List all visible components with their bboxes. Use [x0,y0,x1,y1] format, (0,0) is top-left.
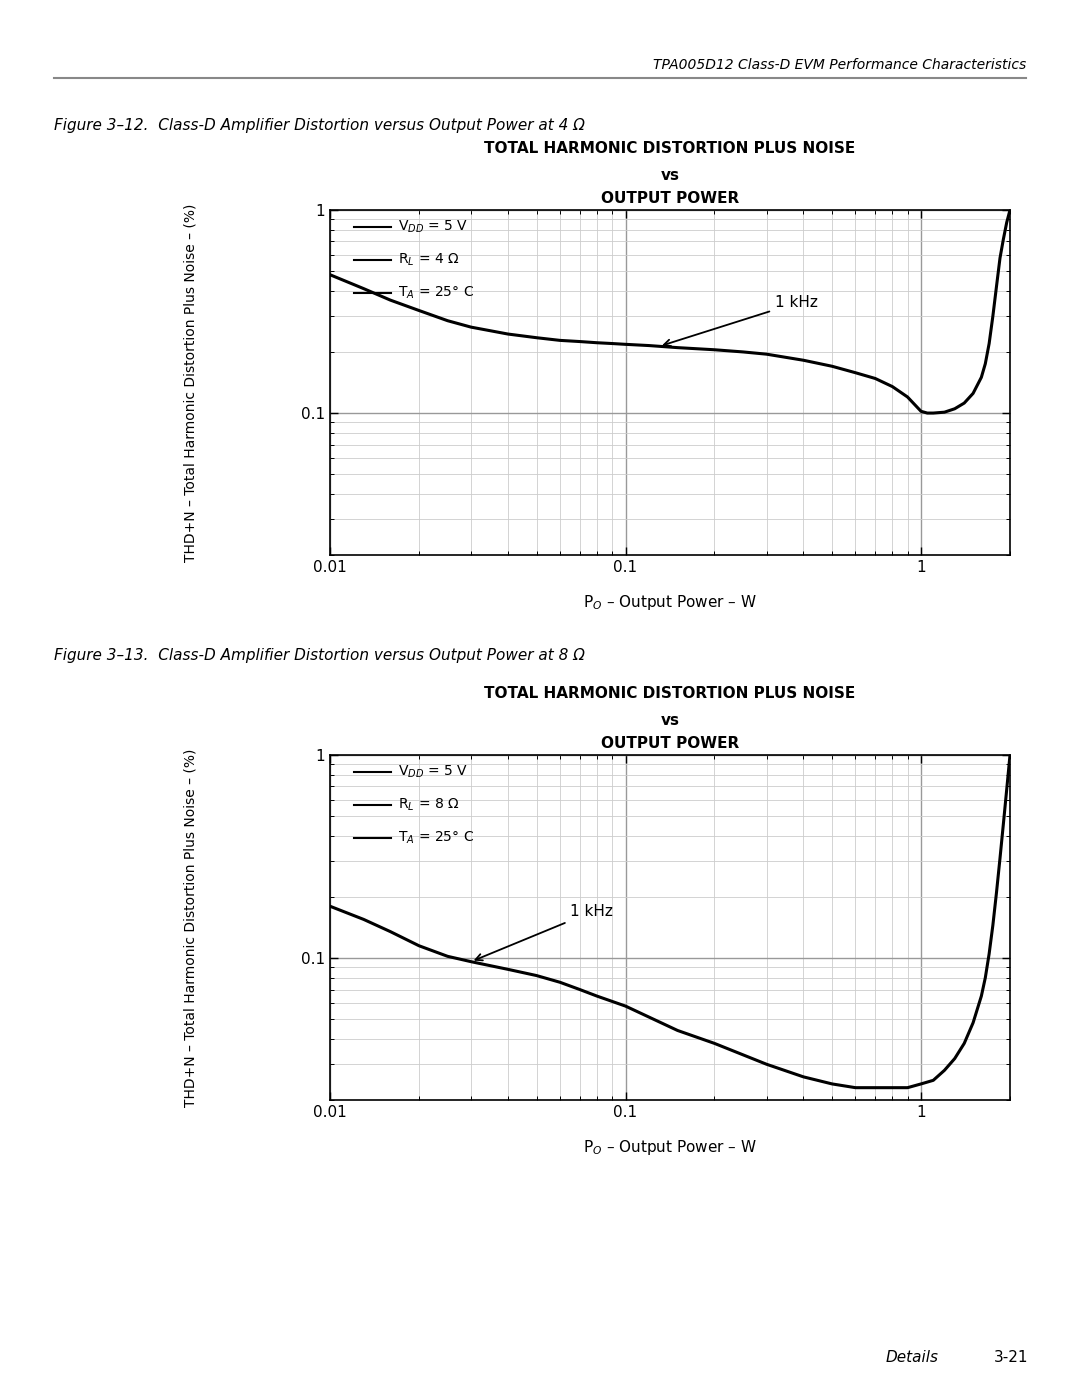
Text: V$_{DD}$ = 5 V: V$_{DD}$ = 5 V [399,219,468,236]
Text: TOTAL HARMONIC DISTORTION PLUS NOISE: TOTAL HARMONIC DISTORTION PLUS NOISE [484,141,855,156]
Text: V$_{DD}$ = 5 V: V$_{DD}$ = 5 V [399,764,468,781]
Text: THD+N – Total Harmonic Distortion Plus Noise – (%): THD+N – Total Harmonic Distortion Plus N… [183,749,197,1106]
Text: P$_O$ – Output Power – W: P$_O$ – Output Power – W [583,592,757,612]
Text: T$_A$ = 25° C: T$_A$ = 25° C [399,830,474,847]
Text: Figure 3–13.  Class-D Amplifier Distortion versus Output Power at 8 Ω: Figure 3–13. Class-D Amplifier Distortio… [54,648,585,664]
Text: OUTPUT POWER: OUTPUT POWER [600,191,739,207]
Text: TOTAL HARMONIC DISTORTION PLUS NOISE: TOTAL HARMONIC DISTORTION PLUS NOISE [484,686,855,701]
Text: OUTPUT POWER: OUTPUT POWER [600,736,739,752]
Text: 1 kHz: 1 kHz [475,904,613,960]
Text: T$_A$ = 25° C: T$_A$ = 25° C [399,285,474,300]
Text: Figure 3–12.  Class-D Amplifier Distortion versus Output Power at 4 Ω: Figure 3–12. Class-D Amplifier Distortio… [54,117,585,133]
Text: vs: vs [661,168,679,183]
Text: TPA005D12 Class-D EVM Performance Characteristics: TPA005D12 Class-D EVM Performance Charac… [652,59,1026,73]
Text: R$_L$ = 4 Ω: R$_L$ = 4 Ω [399,251,459,268]
Text: P$_O$ – Output Power – W: P$_O$ – Output Power – W [583,1139,757,1157]
Text: THD+N – Total Harmonic Distortion Plus Noise – (%): THD+N – Total Harmonic Distortion Plus N… [183,204,197,562]
Text: vs: vs [661,712,679,728]
Text: 3-21: 3-21 [994,1350,1028,1365]
Text: 1 kHz: 1 kHz [664,296,818,346]
Text: Details: Details [886,1350,939,1365]
Text: R$_L$ = 8 Ω: R$_L$ = 8 Ω [399,796,459,813]
